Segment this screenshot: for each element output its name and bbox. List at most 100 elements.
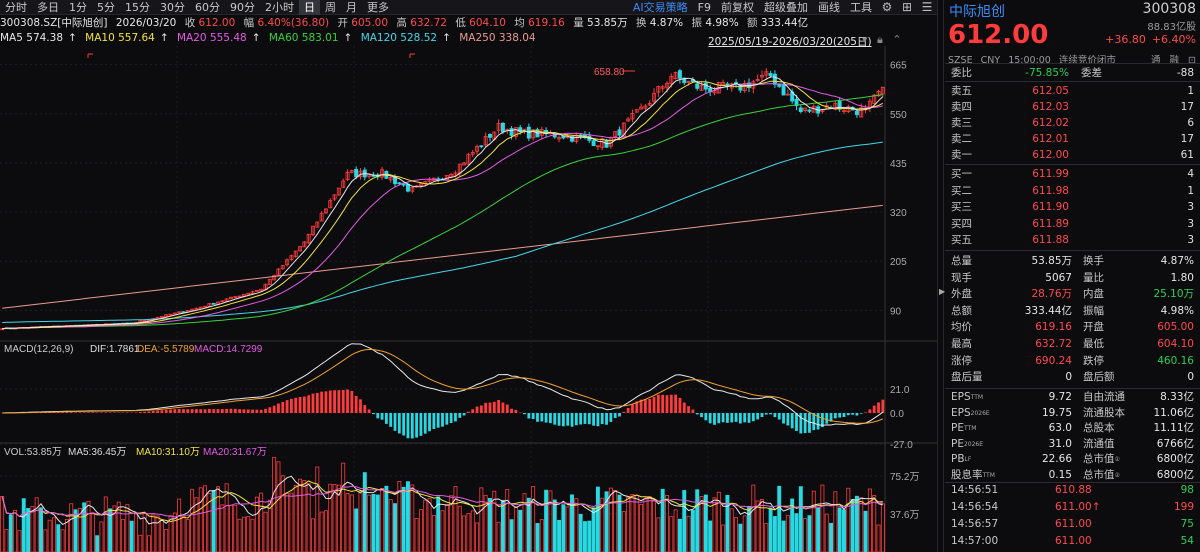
ask-price: 612.01 <box>1032 133 1069 145</box>
divider <box>945 482 1200 483</box>
tick-volume: 98 <box>1180 484 1194 496</box>
volume-bar <box>518 509 523 552</box>
period-tab[interactable]: 2小时 <box>265 0 294 14</box>
stat-row: 涨停 690.24 跌停 460.16 <box>945 354 1200 369</box>
dropdown-arrow-icon[interactable]: ▾ <box>862 33 868 46</box>
stat-label: 均价 <box>951 321 972 334</box>
candle-body <box>760 74 764 78</box>
candle-body <box>876 91 881 97</box>
toolbar-button[interactable]: 工具 <box>850 0 872 14</box>
volume-bar <box>526 497 531 552</box>
bid-row[interactable]: 买三 611.90 3 <box>945 199 1200 215</box>
volume-bar <box>64 518 69 552</box>
bid-price: 611.89 <box>1032 217 1069 230</box>
volume-bar <box>129 520 134 552</box>
volume-bar <box>95 535 100 552</box>
period-tab[interactable]: 分时 <box>5 0 27 14</box>
volume-bar <box>323 510 328 552</box>
menu-icon[interactable]: ☰ <box>921 0 933 14</box>
volume-bar <box>729 508 734 552</box>
volume-bar <box>332 484 337 552</box>
period-tab[interactable]: 30分 <box>160 0 185 14</box>
candle-body <box>397 182 402 185</box>
ask-row[interactable]: 卖三 612.02 6 <box>945 115 1200 131</box>
period-toolbar: 分时 多日 1分 5分 15分 30分 60分 90分 2小时日周月更多 AI交易策略 F9 前复权超… <box>0 0 937 15</box>
fundamental-row: 股息率TTM 0.15 总市值② 6800亿 <box>945 468 1200 483</box>
candle-body <box>401 183 406 186</box>
ma10-legend: MA10 557.64 <box>85 32 155 44</box>
period-tab[interactable]: 月 <box>346 0 357 14</box>
volume-bar <box>466 513 471 552</box>
ask-row[interactable]: 卖二 612.01 17 <box>945 131 1200 147</box>
candle-body <box>211 302 216 305</box>
toolbar-button[interactable]: AI交易策略 <box>632 0 688 14</box>
volume-bar <box>30 506 35 552</box>
open-value: 605.00 <box>351 17 389 29</box>
fundamental-row: EPS2026E 19.75 流通股本 11.06亿 <box>945 406 1200 421</box>
gear-icon[interactable]: ⚙ <box>881 0 893 14</box>
volume-bar <box>164 529 169 552</box>
toolbar-button[interactable]: F9 <box>697 0 711 14</box>
period-tab[interactable]: 1分 <box>69 0 87 14</box>
lock-icon[interactable]: 🔒︎ <box>877 33 883 46</box>
kline-chart-svg[interactable]: 665 550 435 320 205 90 658.80 MACD(12,26,9) DIF:… <box>0 46 937 552</box>
panel-splitter[interactable]: ▶ <box>937 0 946 552</box>
fundamental-row: PE2026E 31.0 流通值 6766亿 <box>945 437 1200 452</box>
bid-row[interactable]: 买五 611.88 3 <box>945 232 1200 248</box>
bid-row[interactable]: 买四 611.89 3 <box>945 216 1200 232</box>
detail-icon[interactable]: ⊡ <box>1188 55 1196 66</box>
period-tab[interactable]: 更多 <box>367 0 389 14</box>
stat-row: 最高 632.72 最低 604.10 <box>945 337 1200 352</box>
period-tab[interactable]: 90分 <box>230 0 255 14</box>
volume-bar <box>185 519 190 552</box>
fundamental-value: 19.75 <box>1041 406 1072 419</box>
bid-row[interactable]: 买二 611.98 1 <box>945 183 1200 199</box>
volume-bar <box>626 496 631 552</box>
candle-body <box>203 305 208 308</box>
volume-bar <box>768 507 773 552</box>
volume-bar <box>578 513 583 552</box>
volume-bar <box>388 499 393 552</box>
period-tab[interactable]: 60分 <box>195 0 220 14</box>
candle-body <box>466 154 471 165</box>
stat-value: 604.10 <box>1157 338 1194 350</box>
ask-row[interactable]: 卖五 612.05 1 <box>945 83 1200 99</box>
range-controls[interactable]: ▾ 🔒︎ ⌃ <box>862 33 902 47</box>
candle-body <box>349 170 354 173</box>
toolbar-button[interactable]: 前复权 <box>721 0 754 14</box>
period-tab[interactable]: 日 <box>299 0 320 15</box>
expand-arrow-icon[interactable]: ▶ <box>939 287 946 296</box>
candle-body <box>250 291 255 294</box>
stat-row: 现手 5067 量比 1.80 <box>945 271 1200 286</box>
period-tab[interactable]: 5分 <box>97 0 115 14</box>
bid-row[interactable]: 买一 611.99 4 <box>945 166 1200 182</box>
volume-bar <box>764 523 769 552</box>
last-price: 612.00 <box>948 20 1049 50</box>
ask-row[interactable]: 卖一 612.00 61 <box>945 147 1200 163</box>
period-tab[interactable]: 15分 <box>125 0 150 14</box>
tick-price: 611.00↑ <box>1055 501 1101 513</box>
grid-icon[interactable]: ⊞ <box>901 0 913 14</box>
weibi-label: 委比 <box>951 67 972 79</box>
date-range-selector[interactable]: 2025/05/19-2026/03/20(205日) <box>708 36 872 48</box>
volume-bar <box>289 492 294 552</box>
candle-body <box>764 71 769 76</box>
collapse-icon[interactable]: ⌃ <box>892 33 902 46</box>
stat-label: 盘后额 <box>1083 371 1115 384</box>
ask-row[interactable]: 卖四 612.03 17 <box>945 99 1200 115</box>
period-tab[interactable]: 多日 <box>37 0 59 14</box>
toolbar-button[interactable]: 超级叠加 <box>764 0 808 14</box>
volume-bar <box>863 510 868 552</box>
candle-body <box>634 109 639 113</box>
tick-volume: 54 <box>1180 535 1194 547</box>
volume-bar <box>574 498 579 552</box>
kline-chart[interactable]: 665 550 435 320 205 90 658.80 MACD(12,26,9) DIF:… <box>0 46 937 552</box>
candle-body <box>699 85 704 91</box>
candle-body <box>574 134 579 142</box>
period-tab[interactable]: 周 <box>325 0 336 14</box>
candle-body <box>388 177 393 181</box>
volume-bar <box>60 529 65 552</box>
stat-label: 换手 <box>1083 255 1104 267</box>
toolbar-button[interactable]: 画线 <box>818 0 840 14</box>
fundamental-value: 11.11亿 <box>1153 422 1194 434</box>
